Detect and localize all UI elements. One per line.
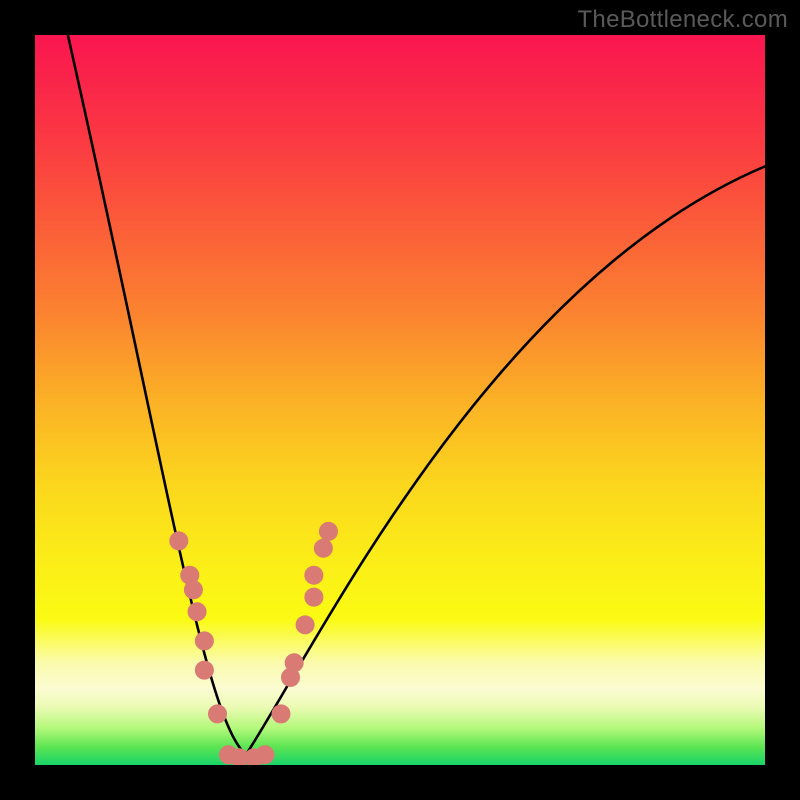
data-point-marker	[195, 661, 213, 679]
chart-plot-layer	[35, 35, 765, 765]
chart-container: TheBottleneck.com	[0, 0, 800, 800]
data-point-marker	[184, 581, 202, 599]
data-point-marker	[305, 566, 323, 584]
data-point-marker	[285, 654, 303, 672]
data-point-marker	[314, 539, 332, 557]
data-point-marker	[272, 705, 290, 723]
data-point-marker	[319, 522, 337, 540]
data-point-marker	[296, 616, 314, 634]
data-point-marker	[209, 705, 227, 723]
data-point-marker	[188, 603, 206, 621]
data-point-marker	[305, 588, 323, 606]
data-point-marker	[170, 532, 188, 550]
data-point-marker	[195, 632, 213, 650]
bottleneck-curve	[68, 35, 765, 760]
data-point-marker	[256, 746, 274, 764]
watermark-text: TheBottleneck.com	[577, 6, 788, 34]
